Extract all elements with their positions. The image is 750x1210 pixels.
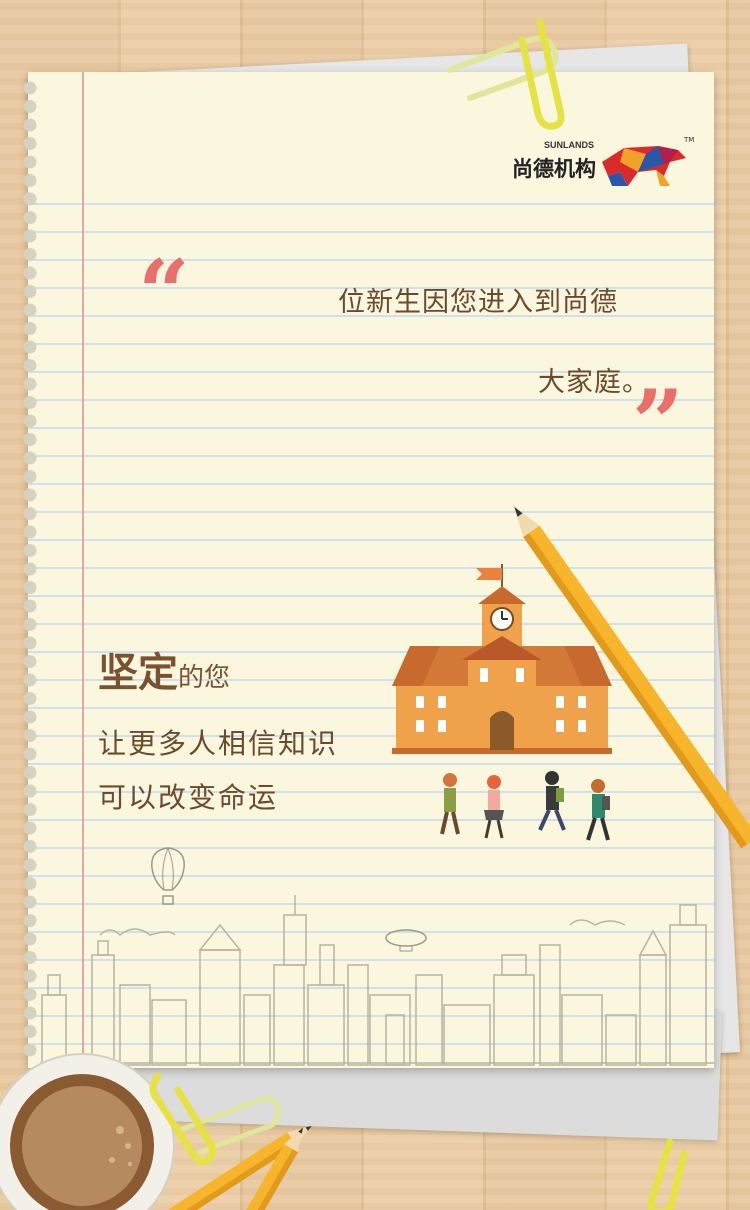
pencil-icon [514,506,750,849]
student-icon [484,775,504,839]
student-icon [538,771,566,831]
coffee-cup-icon [0,1053,175,1210]
student-icon [440,773,460,835]
spiral-holes [20,80,40,1060]
paperclip-icon [447,18,565,130]
cityscape-icon [40,895,714,1066]
logo-trademark: TM [684,136,695,144]
heading-emphasis: 坚定 [98,650,178,696]
open-quote-mark: “ [138,240,190,346]
body-line-2: 可以改变命运 [98,781,279,814]
airship-icon [385,929,427,952]
pencil-icon [233,1127,303,1210]
body-line-1: 让更多人相信知识 [98,727,339,760]
bull-icon [602,146,686,186]
paperclip-icon [647,1138,688,1210]
flag-icon [476,568,502,580]
logo-english: SUNLANDS [544,140,595,150]
paperclip-icon [149,1072,281,1165]
student-icon [586,779,610,841]
logo-chinese: 尚德机构 [512,157,596,181]
heading: 坚定的您 [98,640,230,698]
margin-line [82,72,84,1068]
quote-line-2: 大家庭。 [538,367,650,398]
sunlands-logo: SUNLANDS 尚德机构 TM [486,136,696,190]
notebook-page [20,72,714,1068]
students-group [440,771,610,841]
quote-line-1: 位新生因您进入到尚德 [338,287,618,318]
hot-air-balloon-icon [151,847,185,905]
close-quote-mark: ” [632,370,684,476]
heading-suffix: 的您 [178,663,231,693]
school-icon [392,564,612,754]
